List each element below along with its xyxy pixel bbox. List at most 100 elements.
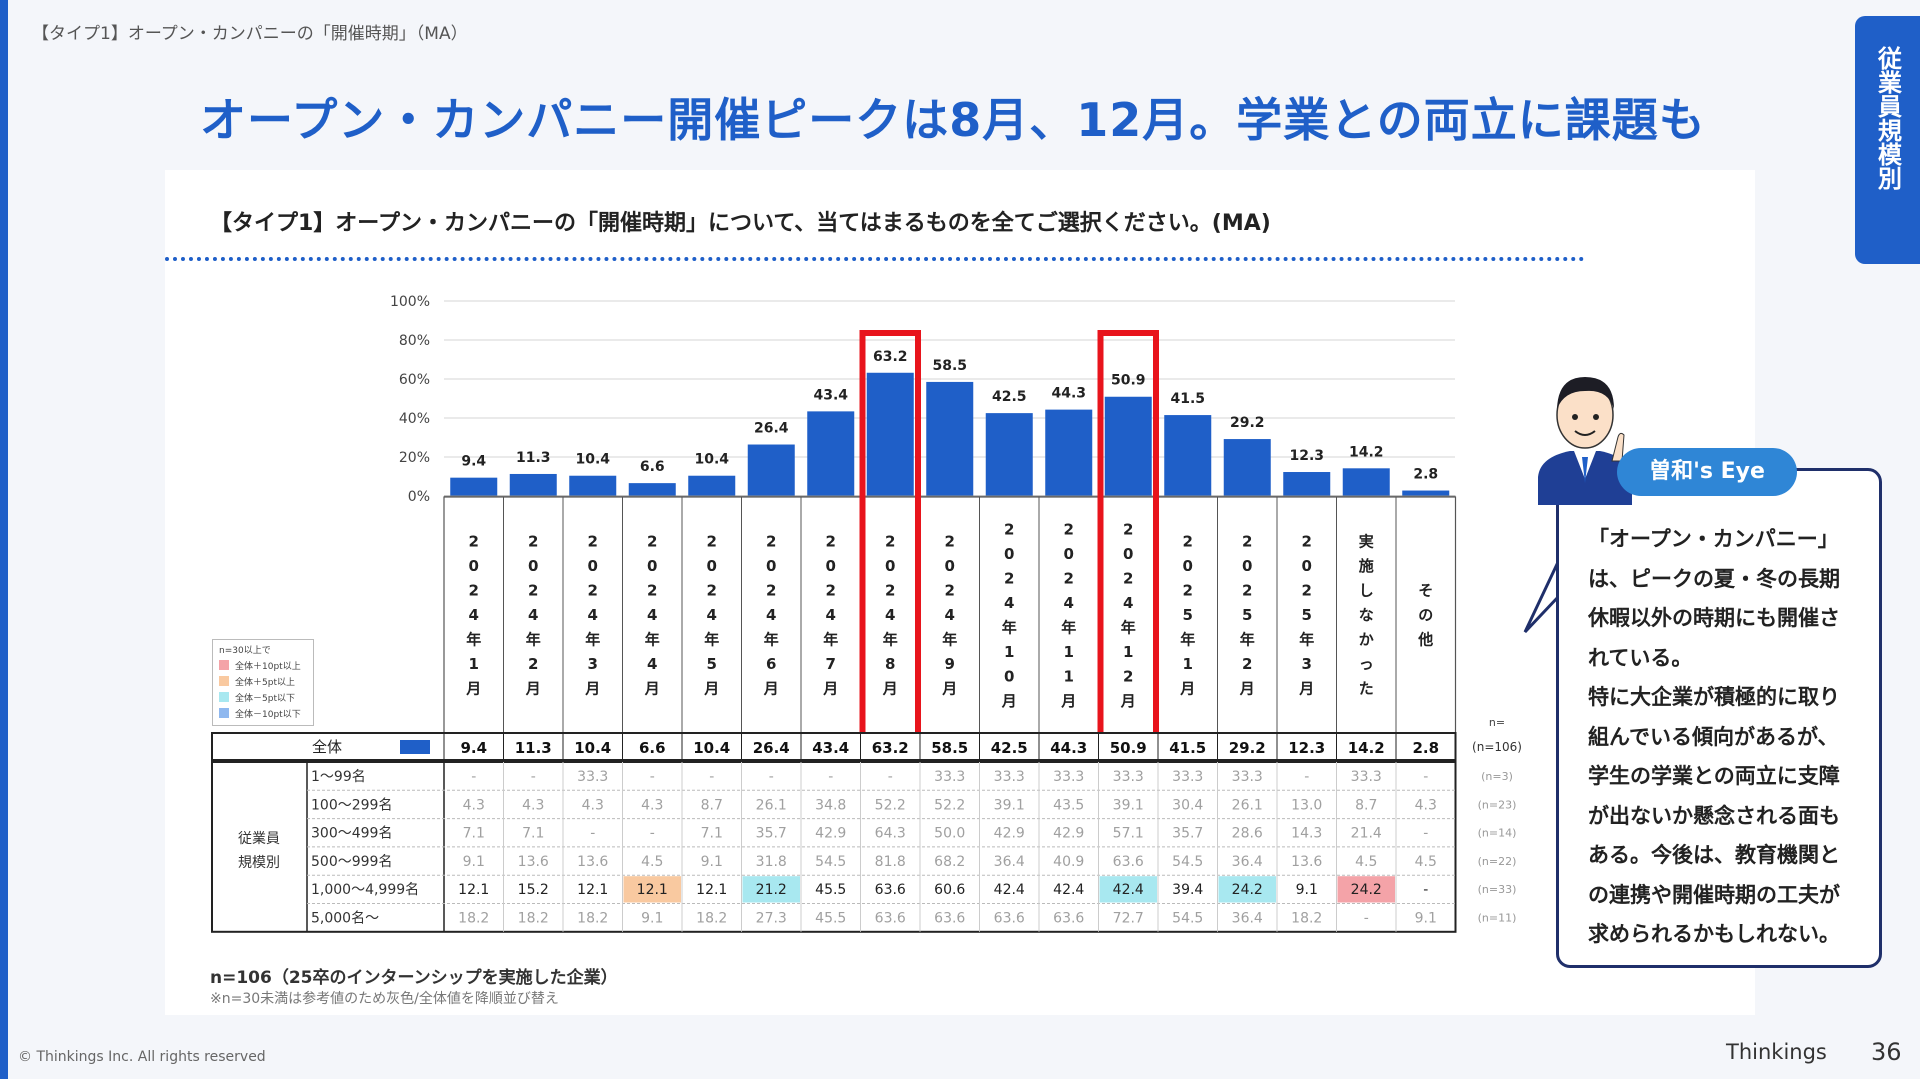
category-label-char: 0 xyxy=(1004,545,1014,563)
category-label-char: 年 xyxy=(704,631,719,649)
table-cell: 63.6 xyxy=(994,911,1025,927)
category-label-char: 月 xyxy=(644,680,660,698)
category-label-char: 年 xyxy=(764,631,779,649)
category-label-char: 年 xyxy=(942,631,957,649)
category-label-char: 1 xyxy=(1064,643,1074,661)
category-label-char: 2 xyxy=(945,582,955,600)
table-cell: 57.1 xyxy=(1113,826,1144,842)
legend-swatch xyxy=(219,676,229,686)
table-cell: 63.6 xyxy=(934,911,965,927)
category-label-char: 2 xyxy=(1183,533,1193,551)
category-label-char: 2 xyxy=(1242,655,1252,673)
commentary-box xyxy=(1556,468,1882,968)
commentary-line: は、ピークの夏・冬の長期 xyxy=(1588,566,1840,591)
legend-label: 全体－10pt以下 xyxy=(235,709,301,720)
legend-swatch xyxy=(219,692,229,702)
category-label-char: 2 xyxy=(528,533,538,551)
commentary-line: 組んでいる傾向があるが、 xyxy=(1588,724,1839,749)
commentary-line: ある。今後は、教育機関と xyxy=(1588,843,1840,867)
category-label-char: 月 xyxy=(465,680,481,698)
category-label-char: 4 xyxy=(766,606,776,624)
category-label-char: 2 xyxy=(826,533,836,551)
page-title: オープン・カンパニー開催ピークは8月、12月。学業との両立に課題も xyxy=(200,93,1706,147)
category-label-char: 0 xyxy=(945,557,955,575)
category-label-char: 2 xyxy=(1123,569,1133,587)
bar xyxy=(688,475,736,496)
table-cell: 4.3 xyxy=(522,797,544,813)
category-label-char: 年 xyxy=(823,631,838,649)
table-cell: 8.7 xyxy=(701,797,723,813)
bar xyxy=(1283,472,1331,496)
commentary-line: の連携や開催時期の工夫が xyxy=(1588,882,1840,907)
category-label-char: 2 xyxy=(1004,569,1014,587)
category-label-char: 2 xyxy=(1242,582,1252,600)
row-label: 300〜499名 xyxy=(311,826,392,842)
legend-item: 全体－10pt以下 xyxy=(219,707,301,720)
y-tick-label: 100% xyxy=(390,294,430,310)
category-label-char: 月 xyxy=(1120,692,1136,710)
category-label-char: 2 xyxy=(588,533,598,551)
table-cell: 33.3 xyxy=(1172,769,1203,785)
table-cell: 21.2 xyxy=(756,882,787,898)
y-tick-label: 0% xyxy=(408,489,430,505)
table-cell: 52.2 xyxy=(875,797,906,813)
category-label-char: 月 xyxy=(1001,692,1017,710)
category-label-char: 0 xyxy=(1123,545,1133,563)
category-label-char: 0 xyxy=(826,557,836,575)
table-cell: 50.0 xyxy=(934,826,965,842)
total-cell: 44.3 xyxy=(1050,739,1087,757)
category-label-char: 4 xyxy=(707,606,717,624)
commentator-avatar-icon xyxy=(1538,377,1632,505)
bar xyxy=(1045,409,1093,496)
bar xyxy=(1402,490,1450,496)
category-label-char: 6 xyxy=(766,655,776,673)
table-cell: 43.5 xyxy=(1053,797,1084,813)
legend-label: 全体－5pt以下 xyxy=(235,693,295,704)
category-label-char: 2 xyxy=(1183,582,1193,600)
category-label-char: 2 xyxy=(945,533,955,551)
table-cell: 34.8 xyxy=(815,797,846,813)
page-number: 36 xyxy=(1871,1038,1902,1066)
y-tick-label: 80% xyxy=(399,333,430,349)
table-cell: 40.9 xyxy=(1053,854,1084,870)
category-label-char: 月 xyxy=(703,680,719,698)
category-label-char: 2 xyxy=(885,533,895,551)
table-cell: 4.3 xyxy=(582,797,604,813)
category-label-char: 4 xyxy=(1064,594,1074,612)
table-cell: 42.4 xyxy=(1113,882,1144,898)
bar-value-label: 43.4 xyxy=(813,387,848,403)
table-cell: - xyxy=(1423,826,1428,842)
table-cell: 7.1 xyxy=(522,826,544,842)
category-label-char: 2 xyxy=(1302,533,1312,551)
row-label: 5,000名〜 xyxy=(311,911,379,927)
category-label-char: 0 xyxy=(1004,667,1014,685)
table-cell: 54.5 xyxy=(815,854,846,870)
total-cell: 14.2 xyxy=(1348,739,1385,757)
category-label-char: 2 xyxy=(528,655,538,673)
side-tab[interactable]: 従業員規模別 xyxy=(1855,16,1920,264)
total-cell: 58.5 xyxy=(931,739,968,757)
bar-value-label: 14.2 xyxy=(1349,444,1384,460)
table-cell: 18.2 xyxy=(577,911,608,927)
bar-value-label: 11.3 xyxy=(516,450,551,466)
table-cell: 54.5 xyxy=(1172,854,1203,870)
bar-value-label: 26.4 xyxy=(754,421,789,437)
category-label-char: し xyxy=(1359,582,1374,600)
category-label-char: 月 xyxy=(1060,692,1076,710)
category-label-char: 5 xyxy=(1242,606,1252,624)
category-label-char: 2 xyxy=(588,582,598,600)
commentary-line: 休暇以外の時期にも開催さ xyxy=(1588,606,1840,630)
table-cell: 68.2 xyxy=(934,854,965,870)
category-label-char: 2 xyxy=(528,582,538,600)
legend-label: 全体＋5pt以上 xyxy=(235,677,295,688)
table-cell: 35.7 xyxy=(756,826,787,842)
category-label-char: 4 xyxy=(1123,594,1133,612)
category-label-char: 月 xyxy=(882,680,898,698)
legend-swatch xyxy=(219,708,229,718)
table-cell: 63.6 xyxy=(875,911,906,927)
commentary-line: れている。 xyxy=(1588,645,1693,670)
total-row-swatch xyxy=(400,740,430,754)
table-cell: 42.9 xyxy=(994,826,1025,842)
row-n: (n=33) xyxy=(1478,883,1517,896)
table-cell: 7.1 xyxy=(701,826,723,842)
